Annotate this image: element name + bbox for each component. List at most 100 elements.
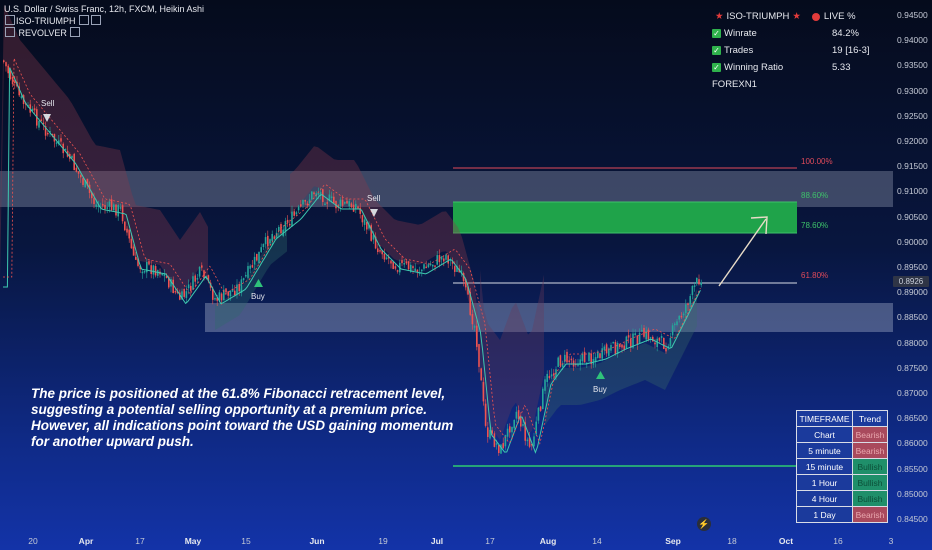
candle bbox=[137, 258, 139, 266]
candle bbox=[493, 433, 496, 447]
candle bbox=[242, 278, 245, 281]
candle bbox=[295, 212, 298, 215]
indicator-iso-triumph[interactable]: ISO-TRIUMPH bbox=[4, 15, 204, 27]
candle bbox=[304, 200, 306, 202]
candle bbox=[616, 343, 619, 354]
candle bbox=[544, 379, 546, 391]
indicator-revolver[interactable]: REVOLVER bbox=[4, 27, 204, 39]
candle bbox=[509, 426, 511, 433]
candle bbox=[601, 348, 603, 359]
candle bbox=[227, 291, 229, 296]
live-label: LIVE % bbox=[823, 11, 856, 22]
candle bbox=[636, 335, 639, 345]
candle bbox=[484, 403, 487, 426]
candle bbox=[245, 274, 247, 277]
candle bbox=[157, 270, 159, 276]
candle bbox=[42, 122, 45, 125]
candle bbox=[643, 327, 645, 337]
candle bbox=[357, 206, 359, 209]
candle bbox=[44, 126, 47, 136]
candle bbox=[414, 268, 416, 271]
candle bbox=[150, 265, 152, 274]
candle bbox=[676, 321, 678, 326]
candle bbox=[462, 273, 465, 281]
candle bbox=[599, 353, 601, 358]
price-tick-label: 0.93500 bbox=[897, 60, 928, 71]
time-tick-label: 16 bbox=[833, 536, 843, 546]
candle bbox=[614, 342, 617, 355]
time-axis[interactable]: 20 Apr 17 May 15 Jun 19 Jul 17 Aug 14 Sep 18 Oct 16 3 bbox=[0, 536, 932, 550]
buy-marker-1 bbox=[254, 279, 263, 287]
candle bbox=[537, 407, 540, 421]
candle bbox=[308, 199, 311, 204]
cloud-band bbox=[215, 226, 287, 330]
candle bbox=[359, 207, 361, 214]
price-axis[interactable]: 0.94500 0.94000 0.93500 0.93000 0.92500 0.920… bbox=[893, 0, 932, 550]
symbol-title: U.S. Dollar / Swiss Franc, 12h, FXCM, He… bbox=[4, 4, 205, 14]
check-icon: ✓ bbox=[712, 46, 721, 55]
candle bbox=[533, 436, 535, 447]
candle bbox=[467, 286, 469, 295]
moving-average-line bbox=[3, 67, 701, 454]
time-tick-label: Oct bbox=[778, 536, 794, 546]
candle bbox=[550, 374, 553, 377]
visibility-icon[interactable] bbox=[70, 27, 81, 37]
candle bbox=[678, 315, 680, 320]
candle bbox=[383, 253, 386, 260]
price-tick-label: 0.89000 bbox=[897, 287, 928, 298]
candle bbox=[113, 204, 115, 211]
candle bbox=[489, 429, 491, 439]
stats-panel: ★ ISO-TRIUMPH ★ LIVE % ✓ Winrate 84.2% ✓ Tr… bbox=[712, 8, 882, 93]
candle bbox=[445, 254, 447, 260]
candle bbox=[47, 132, 49, 135]
table-row: Chart Bearish bbox=[796, 426, 888, 443]
candle bbox=[372, 235, 375, 240]
candle bbox=[355, 203, 357, 210]
price-tick-label: 0.92000 bbox=[897, 136, 928, 146]
candle bbox=[685, 304, 687, 314]
candle bbox=[460, 270, 463, 273]
candle bbox=[306, 203, 309, 206]
candle bbox=[403, 263, 405, 265]
candle bbox=[14, 81, 16, 83]
candle bbox=[401, 260, 403, 264]
price-tick-label: 0.93000 bbox=[897, 85, 928, 96]
candle bbox=[405, 261, 408, 264]
candle bbox=[95, 204, 97, 207]
time-tick-label: 18 bbox=[727, 536, 737, 546]
candle bbox=[638, 333, 641, 343]
candle bbox=[249, 265, 251, 269]
candle bbox=[511, 426, 513, 433]
lightning-icon[interactable]: ⚡ bbox=[697, 517, 711, 531]
candle bbox=[143, 270, 146, 273]
candle bbox=[348, 201, 350, 207]
candle bbox=[603, 346, 606, 351]
candle bbox=[278, 227, 280, 232]
candle bbox=[220, 293, 223, 301]
candle bbox=[223, 289, 225, 301]
candle bbox=[64, 148, 67, 151]
cloud-band bbox=[480, 270, 544, 440]
candle bbox=[240, 279, 243, 293]
star-icon: ★ bbox=[792, 11, 801, 22]
candle bbox=[328, 194, 331, 201]
candle bbox=[416, 269, 419, 273]
candle bbox=[630, 339, 632, 348]
candle bbox=[612, 341, 614, 344]
candle bbox=[146, 262, 148, 273]
candle bbox=[117, 205, 119, 217]
candle bbox=[579, 359, 581, 366]
candle bbox=[31, 108, 34, 112]
candle bbox=[5, 62, 7, 67]
candle bbox=[346, 200, 348, 204]
settings-icon[interactable] bbox=[91, 15, 102, 25]
candle bbox=[350, 203, 353, 208]
candle bbox=[264, 237, 267, 245]
candle bbox=[432, 264, 434, 267]
visibility-icon[interactable] bbox=[79, 15, 90, 25]
candle bbox=[302, 199, 304, 205]
price-tick-label: 0.88500 bbox=[897, 312, 928, 323]
time-tick-label: 14 bbox=[592, 536, 602, 546]
candle bbox=[181, 291, 183, 300]
